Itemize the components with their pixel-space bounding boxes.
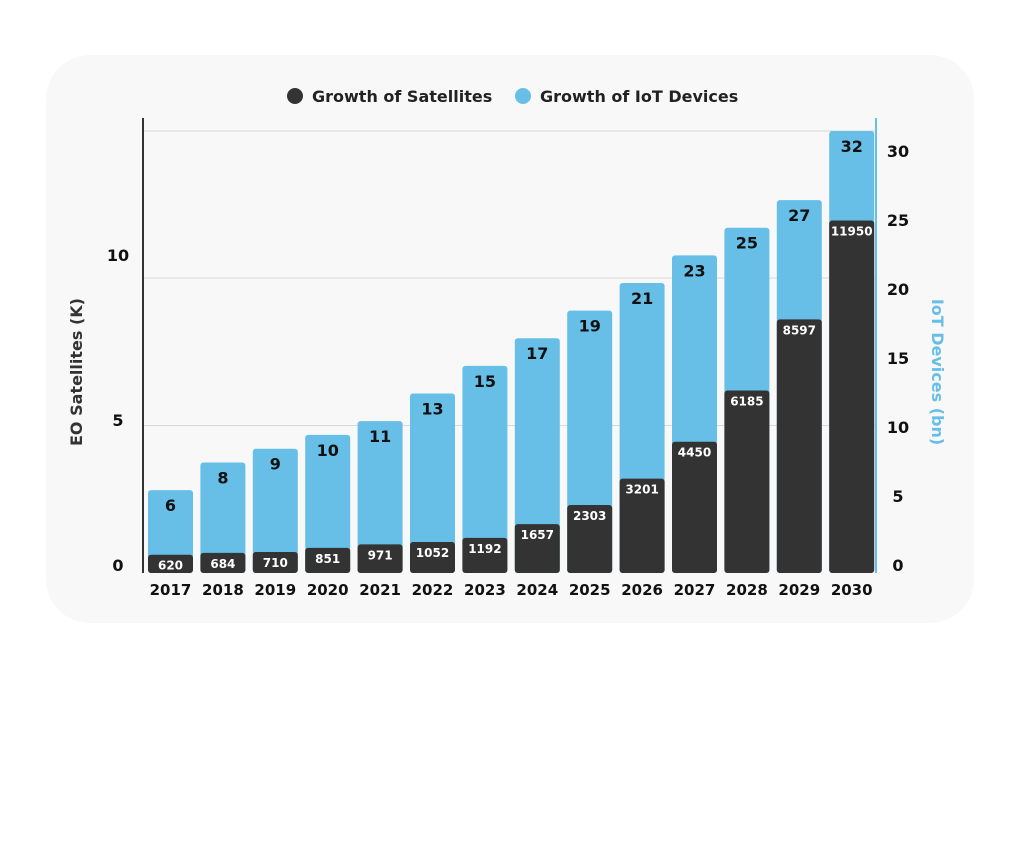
- bar-satellites-2030: [829, 220, 875, 573]
- bar-satellites-2018: [200, 552, 246, 573]
- legend-swatch-satellites: [287, 88, 303, 104]
- bar-iot-2024: [514, 338, 560, 573]
- label-satellites-2018: 684: [210, 557, 235, 571]
- bar-satellites-2025: [567, 505, 613, 573]
- label-iot-2019: 9: [270, 455, 281, 474]
- legend-label-iot: Growth of IoT Devices: [540, 87, 738, 106]
- y-tick-right-20: 20: [887, 280, 909, 299]
- label-iot-2022: 13: [421, 399, 443, 418]
- x-tick-2027: 2027: [674, 581, 716, 599]
- label-iot-2029: 27: [788, 206, 810, 225]
- bar-satellites-2017: [148, 554, 193, 573]
- label-iot-2021: 11: [369, 427, 391, 446]
- x-tick-2025: 2025: [569, 581, 611, 599]
- label-iot-2030: 32: [841, 137, 863, 156]
- bars: 6 620 8 684 9 710 10 851 11 971 13 1052 15 1192 17 1657…: [148, 131, 875, 573]
- bar-satellites-2022: [410, 541, 455, 573]
- y-axis-title-right: IoT Devices (bn): [928, 299, 947, 445]
- label-satellites-2021: 971: [368, 548, 393, 562]
- x-tick-2029: 2029: [778, 581, 820, 599]
- y-tick-right-30: 30: [887, 142, 909, 161]
- x-tick-2030: 2030: [831, 581, 873, 599]
- bar-iot-2022: [410, 393, 455, 573]
- label-satellites-2022: 1052: [416, 546, 449, 560]
- bar-satellites-2027: [672, 441, 717, 573]
- label-iot-2020: 10: [317, 441, 339, 460]
- label-satellites-2019: 710: [263, 556, 288, 570]
- y-axis-title-left: EO Satellites (K): [67, 298, 86, 446]
- label-iot-2027: 23: [683, 261, 705, 280]
- y-tick-right-15: 15: [887, 349, 909, 368]
- x-tick-2023: 2023: [464, 581, 506, 599]
- y-tick-right-5: 5: [892, 487, 903, 506]
- x-tick-2028: 2028: [726, 581, 768, 599]
- y-tick-left-10: 10: [107, 246, 129, 265]
- y-tick-right-0: 0: [892, 556, 903, 575]
- label-iot-2024: 17: [526, 344, 548, 363]
- label-iot-2028: 25: [736, 234, 758, 253]
- x-tick-2026: 2026: [621, 581, 663, 599]
- bar-iot-2017: [148, 490, 193, 573]
- x-tick-2024: 2024: [516, 581, 558, 599]
- y-tick-left-0: 0: [112, 556, 123, 575]
- label-satellites-2028: 6185: [730, 395, 763, 409]
- label-satellites-2020: 851: [315, 552, 340, 566]
- bar-satellites-2021: [357, 544, 403, 573]
- x-tick-2019: 2019: [254, 581, 296, 599]
- label-iot-2018: 8: [217, 469, 228, 488]
- label-iot-2026: 21: [631, 289, 653, 308]
- bar-iot-2018: [200, 462, 246, 573]
- legend-swatch-iot: [515, 88, 531, 104]
- bar-satellites-2024: [514, 524, 560, 573]
- x-tick-2017: 2017: [150, 581, 192, 599]
- x-tick-2018: 2018: [202, 581, 244, 599]
- bar-satellites-2019: [252, 552, 298, 573]
- label-iot-2017: 6: [165, 496, 176, 515]
- y-tick-left-5: 5: [112, 411, 123, 430]
- bar-satellites-2029: [776, 319, 822, 573]
- y-tick-right-10: 10: [887, 418, 909, 437]
- bar-satellites-2028: [724, 390, 770, 573]
- label-satellites-2027: 4450: [678, 446, 711, 460]
- bar-satellites-2020: [305, 547, 351, 573]
- label-satellites-2017: 620: [158, 559, 183, 573]
- label-satellites-2029: 8597: [783, 323, 816, 337]
- x-tick-2021: 2021: [359, 581, 401, 599]
- bar-iot-2023: [462, 365, 508, 573]
- label-iot-2023: 15: [474, 372, 496, 391]
- y-tick-right-25: 25: [887, 211, 909, 230]
- label-satellites-2030: 11950: [831, 224, 873, 238]
- bar-satellites-2023: [462, 537, 508, 573]
- bar-satellites-2026: [619, 478, 665, 573]
- label-satellites-2024: 1657: [521, 528, 554, 542]
- bar-iot-2021: [357, 421, 403, 573]
- legend-label-satellites: Growth of Satellites: [312, 87, 492, 106]
- legend: Growth of Satellites Growth of IoT Devic…: [287, 87, 738, 106]
- label-satellites-2025: 2303: [573, 509, 606, 523]
- label-satellites-2023: 1192: [468, 542, 501, 556]
- bar-iot-2019: [252, 448, 298, 573]
- x-tick-2022: 2022: [412, 581, 454, 599]
- label-satellites-2026: 3201: [625, 483, 658, 497]
- label-iot-2025: 19: [579, 317, 601, 336]
- x-tick-2020: 2020: [307, 581, 349, 599]
- bar-iot-2020: [305, 434, 351, 573]
